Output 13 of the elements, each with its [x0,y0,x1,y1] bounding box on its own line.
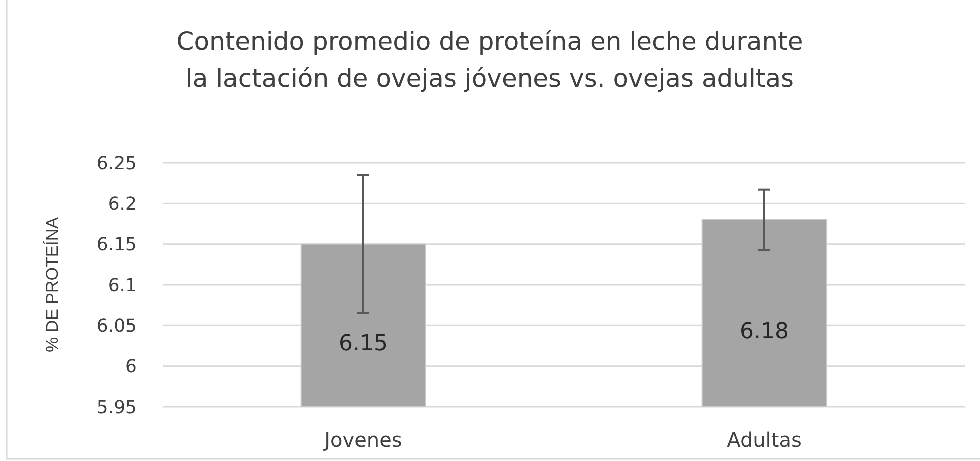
y-axis-title: % DE PROTEÍNA [43,216,62,352]
y-tick-label: 6.25 [96,153,137,174]
chart-title: Contenido promedio de proteína en leche durante la lactación de ovejas jóvenes vs. ovejas adultas [176,27,804,93]
y-tick-label: 5.95 [96,397,137,418]
data-label: 6.15 [339,332,388,357]
y-tick-label: 6.15 [96,234,137,256]
x-tick-label: Adultas [727,428,802,452]
x-tick-label: Jovenes [322,428,402,452]
y-tick-label: 6.05 [96,316,137,337]
y-tick-label: 6 [126,356,137,378]
y-tick-label: 6.2 [108,194,137,215]
y-tick-label: 6.1 [108,275,137,296]
data-label: 6.18 [740,319,789,344]
